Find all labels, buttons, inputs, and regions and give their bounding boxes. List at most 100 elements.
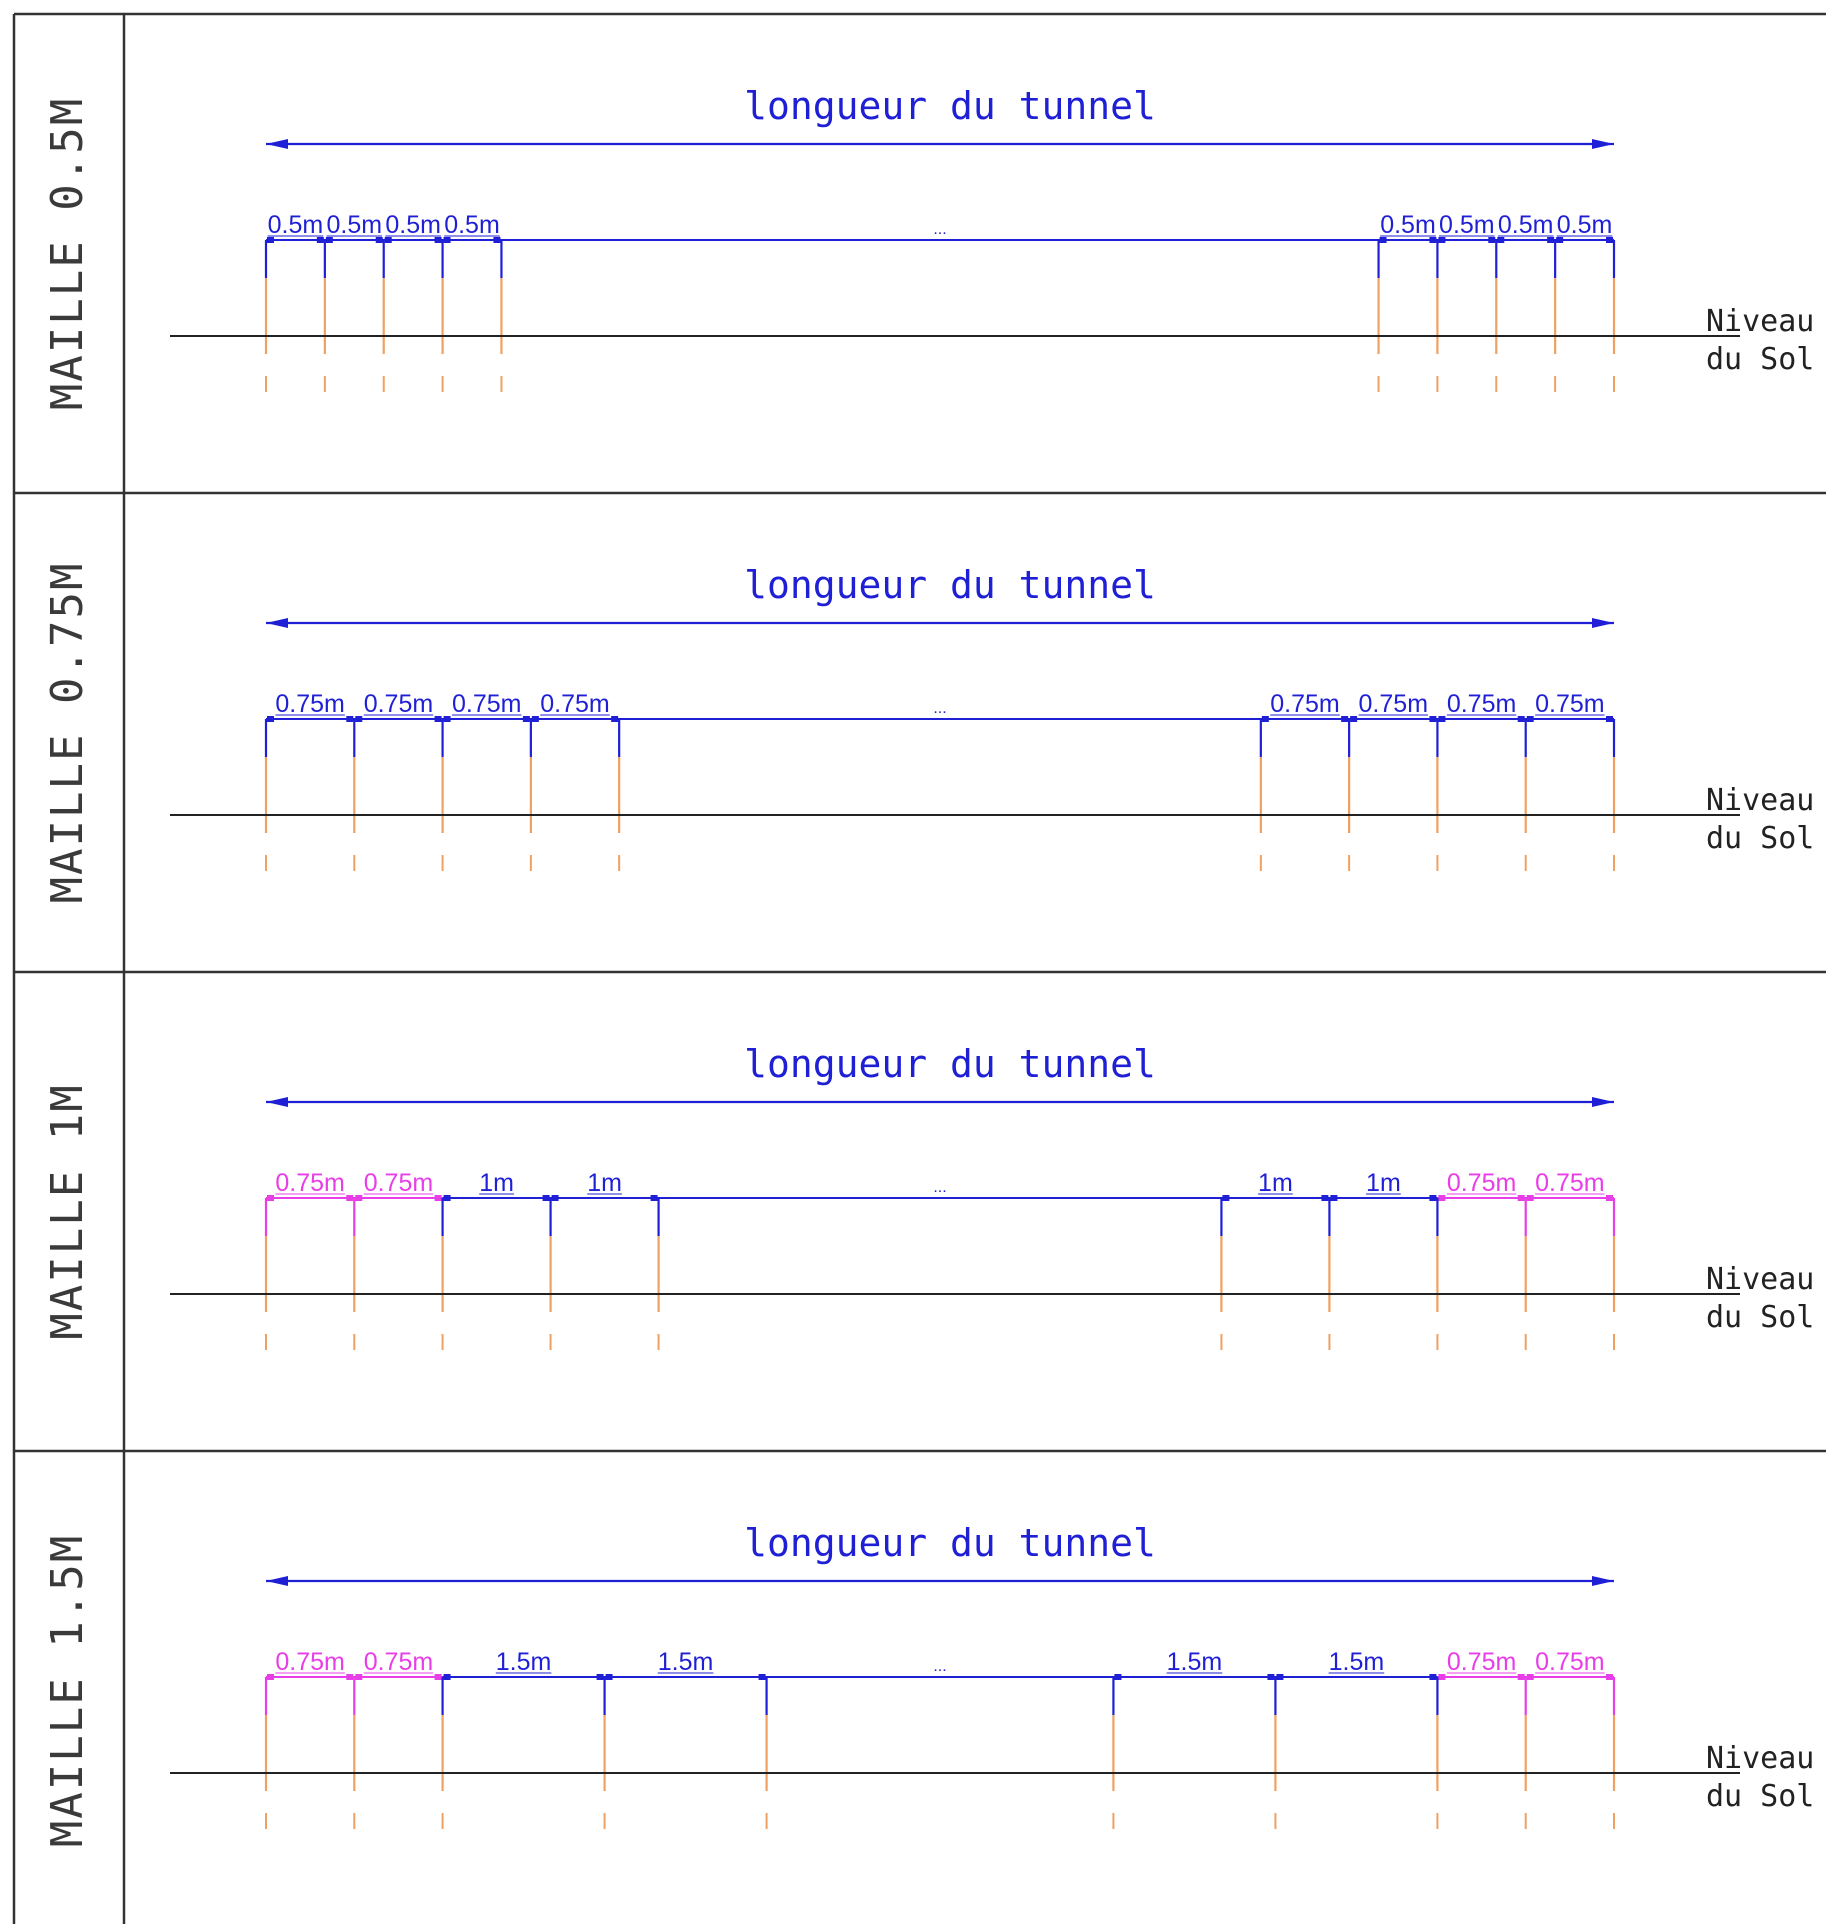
ellipsis-mark: ... [933, 700, 946, 717]
tick-mark [267, 1195, 274, 1201]
tick-mark [434, 1674, 442, 1680]
tick-mark [1438, 237, 1446, 243]
tick-mark [434, 716, 442, 722]
tick-mark [1267, 1674, 1275, 1680]
tick-mark [355, 1195, 363, 1201]
tick-mark [325, 237, 333, 243]
segment-label: 0.75m [1270, 690, 1339, 718]
tick-mark [434, 1195, 442, 1201]
arrow-right-icon [1592, 139, 1614, 149]
tick-mark [1114, 1674, 1122, 1680]
diagram-rows: MAILLE 0.5M longueur du tunnel...0.5m 0.5m… [42, 84, 1814, 1847]
tick-mark [443, 1674, 451, 1680]
tick-mark [1429, 237, 1437, 243]
arrow-left-icon [266, 1097, 288, 1107]
tick-mark [1438, 1195, 1446, 1201]
row-label: MAILLE 0.5M [42, 97, 93, 410]
tick-mark [1606, 1195, 1613, 1201]
ground-label-line1: Niveau [1706, 783, 1814, 818]
tick-mark [1606, 237, 1613, 243]
tick-mark [1517, 716, 1525, 722]
segment-label: 0.75m [1447, 1169, 1516, 1197]
arrow-right-icon [1592, 1576, 1614, 1586]
segment-label: 0.75m [1535, 690, 1604, 718]
ground-label-line1: Niveau [1706, 1262, 1814, 1297]
segment-label: 1.5m [1329, 1648, 1385, 1676]
tick-mark [443, 1195, 451, 1201]
tick-mark [1526, 1674, 1534, 1680]
segment-label: 0.75m [275, 1648, 344, 1676]
tick-mark [1517, 1674, 1525, 1680]
segment-label: 0.5m [1498, 211, 1554, 239]
tick-mark [267, 716, 274, 722]
ground-label-line1: Niveau [1706, 1741, 1814, 1776]
segment-label: 1.5m [1167, 1648, 1223, 1676]
tick-mark [596, 1674, 604, 1680]
segment-label: 1m [1258, 1169, 1293, 1197]
tick-mark [1606, 716, 1613, 722]
segment-label: 1.5m [496, 1648, 552, 1676]
tunnel-length-label: longueur du tunnel [744, 1521, 1156, 1565]
tick-mark [1517, 1195, 1525, 1201]
ground-label-line2: du Sol [1706, 821, 1814, 856]
ellipsis-mark: ... [933, 221, 946, 238]
tick-mark [1429, 1674, 1437, 1680]
tick-mark [443, 237, 451, 243]
mesh-row: MAILLE 1M longueur du tunnel... 0.75m 0.75m… [42, 1042, 1814, 1350]
tunnel-length-label: longueur du tunnel [744, 563, 1156, 607]
segment-label: 0.75m [452, 690, 521, 718]
arrow-left-icon [266, 1576, 288, 1586]
tick-mark [316, 237, 324, 243]
tick-mark [1438, 1674, 1446, 1680]
tick-mark [1488, 237, 1496, 243]
segment-label: 0.5m [268, 211, 324, 239]
row-label: MAILLE 1M [42, 1083, 93, 1339]
tick-mark [1526, 1195, 1534, 1201]
segment-label: 1.5m [658, 1648, 714, 1676]
mesh-row: MAILLE 1.5M longueur du tunnel... 0.75m 0.7… [42, 1521, 1814, 1847]
segment-label: 0.75m [1447, 1648, 1516, 1676]
ground-label-line2: du Sol [1706, 1300, 1814, 1335]
tick-mark [355, 716, 363, 722]
tick-mark [611, 716, 619, 722]
segment-label: 0.75m [1359, 690, 1428, 718]
table-frame [12, 12, 1826, 1924]
tick-mark [542, 1195, 550, 1201]
segment-label: 0.5m [326, 211, 382, 239]
tick-mark [1276, 1674, 1284, 1680]
segment-label: 1m [479, 1169, 514, 1197]
tick-mark [384, 237, 392, 243]
ellipsis-mark: ... [933, 1658, 946, 1675]
segment-label: 0.75m [1447, 690, 1516, 718]
tick-mark [1321, 1195, 1329, 1201]
row-label: MAILLE 0.75M [42, 562, 93, 904]
tick-mark [1261, 716, 1269, 722]
segment-label: 0.75m [364, 1169, 433, 1197]
ground-label-line1: Niveau [1706, 304, 1814, 339]
arrow-left-icon [266, 618, 288, 628]
segment-label: 1m [587, 1169, 622, 1197]
segment-label: 0.75m [275, 690, 344, 718]
segment-label: 0.5m [1380, 211, 1436, 239]
tick-mark [346, 1195, 354, 1201]
tick-mark [375, 237, 383, 243]
tick-mark [1330, 1195, 1338, 1201]
tick-mark [434, 237, 442, 243]
tick-mark [267, 1674, 274, 1680]
tick-mark [1497, 237, 1505, 243]
tunnel-length-label: longueur du tunnel [744, 84, 1156, 128]
tick-mark [551, 1195, 559, 1201]
row-label: MAILLE 1.5M [42, 1534, 93, 1847]
segment-label: 0.75m [364, 690, 433, 718]
segment-label: 0.75m [1535, 1648, 1604, 1676]
tick-mark [443, 716, 451, 722]
mesh-row: MAILLE 0.5M longueur du tunnel...0.5m 0.5m… [42, 84, 1814, 410]
tick-mark [1606, 1674, 1613, 1680]
tick-mark [1429, 1195, 1437, 1201]
segment-label: 0.5m [385, 211, 441, 239]
tick-mark [1438, 716, 1446, 722]
segment-label: 1m [1366, 1169, 1401, 1197]
segment-label: 0.75m [275, 1169, 344, 1197]
tick-mark [1556, 237, 1564, 243]
